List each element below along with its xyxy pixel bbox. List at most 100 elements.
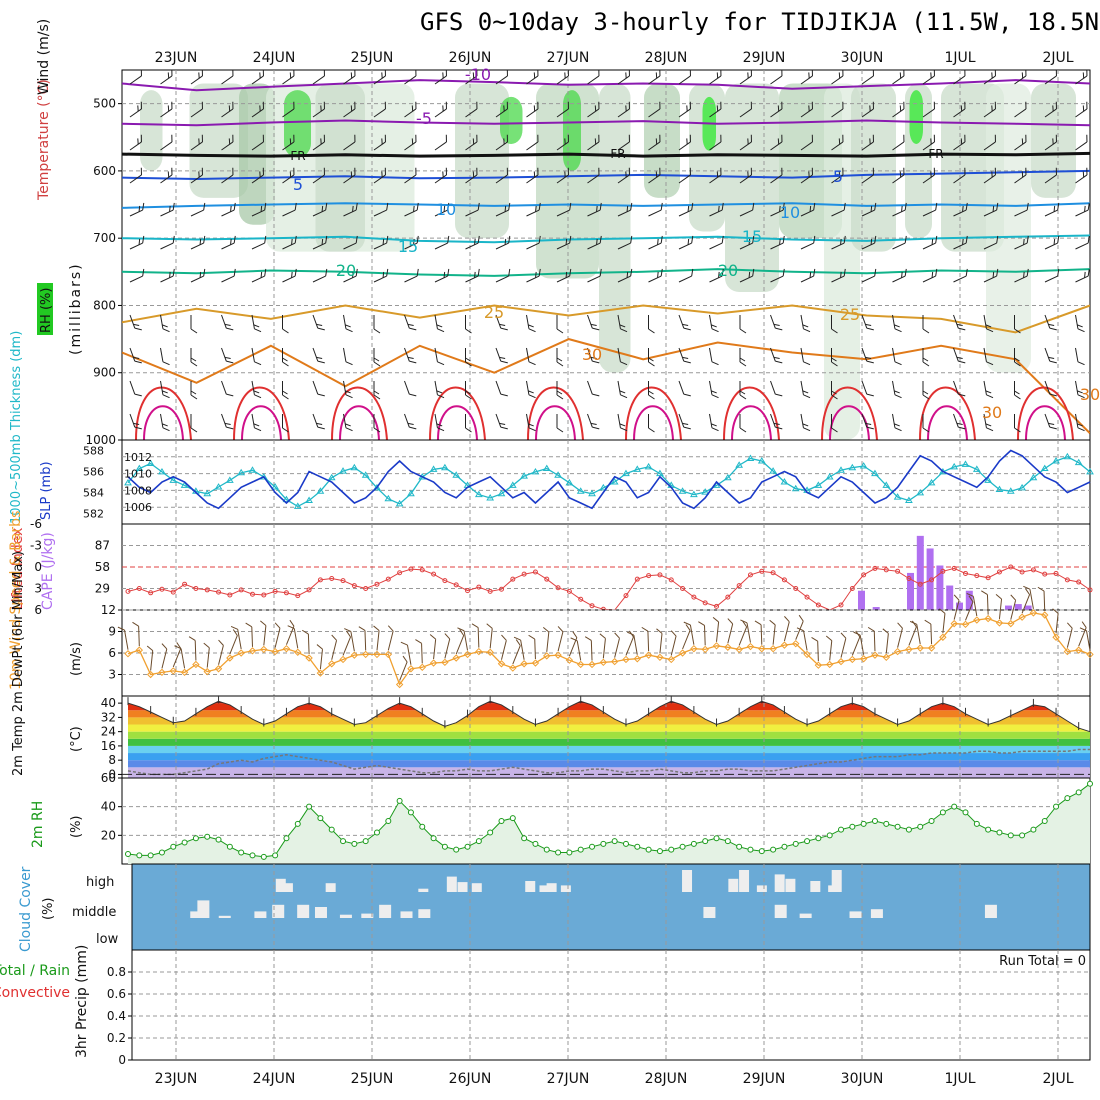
cloud-high-bar <box>525 881 536 892</box>
wind-barb <box>556 348 564 367</box>
w10-barb <box>1037 586 1046 612</box>
barb-shaft <box>739 141 752 151</box>
cloud-mid-bar <box>418 909 431 918</box>
wind-barb <box>373 167 386 184</box>
lifted-index-point <box>906 575 912 581</box>
w10-point <box>248 647 257 655</box>
barb-shaft <box>1075 242 1089 250</box>
barb-flag <box>1014 361 1021 367</box>
barb-flag <box>995 594 1002 600</box>
barb-shaft <box>160 141 173 151</box>
barb-flag <box>503 105 505 112</box>
wind-barb <box>892 101 905 118</box>
wind-barb <box>160 101 173 118</box>
wind-barb <box>282 202 297 217</box>
barb-shaft <box>922 141 935 151</box>
barb-flag <box>1086 167 1088 175</box>
slp-point <box>395 499 404 507</box>
warm-contour <box>919 386 976 440</box>
barb-flag <box>232 101 234 109</box>
barb-flag <box>1087 235 1090 244</box>
wind-barb <box>831 414 838 433</box>
barb-flag <box>291 238 293 245</box>
barb-flag <box>831 361 838 367</box>
slp-point <box>757 457 766 464</box>
rh-point <box>158 849 165 856</box>
rh-blob <box>563 90 581 171</box>
barb-flag <box>867 626 875 632</box>
barb-flag <box>137 138 139 145</box>
rh-point <box>238 849 245 856</box>
barb-shaft <box>1075 314 1079 329</box>
barb-shaft <box>772 624 776 645</box>
barb-shaft <box>953 347 959 362</box>
precip-legend-total: Total / Rain <box>0 963 70 979</box>
temp-band <box>128 760 1090 768</box>
wind-barb <box>953 380 966 397</box>
slp-point <box>305 496 313 503</box>
barb-flag <box>203 642 210 649</box>
barb-flag <box>689 101 691 109</box>
barb-flag <box>232 70 234 76</box>
wind-barb <box>800 101 813 118</box>
barb-flag <box>201 167 203 175</box>
barb-shaft <box>434 75 447 85</box>
barb-flag <box>598 134 600 142</box>
barb-shaft <box>861 174 874 184</box>
barb-shaft <box>465 275 479 283</box>
lifted-index-point <box>476 584 482 590</box>
barb-shaft <box>617 314 621 329</box>
temp-line <box>127 700 1091 733</box>
barb-shaft <box>373 209 387 217</box>
barb-flag <box>981 590 988 596</box>
wind-barb <box>251 101 264 118</box>
barb-flag <box>345 394 353 399</box>
barb-flag <box>842 70 844 76</box>
barb-shaft <box>983 242 997 250</box>
wind-barb <box>526 413 536 432</box>
cloud-frame <box>131 863 1091 951</box>
w10-barb <box>897 622 903 648</box>
barb-flag <box>1087 202 1090 211</box>
barb-flag <box>1086 101 1088 109</box>
lifted-index-point <box>974 573 980 579</box>
barb-flag <box>176 642 182 649</box>
barb-shaft <box>312 413 319 428</box>
barb-shaft <box>648 242 662 250</box>
barb-flag <box>508 202 511 211</box>
wind-barb <box>282 134 295 151</box>
barb-flag <box>203 202 206 211</box>
lifted-index-point <box>408 566 414 572</box>
wind-barb <box>129 202 145 217</box>
barb-flag <box>1052 138 1054 145</box>
barb-flag <box>659 134 661 142</box>
wind-barb <box>892 413 902 432</box>
w10-point <box>169 667 177 675</box>
barb-flag <box>964 134 966 142</box>
lifted-index-point <box>442 578 448 584</box>
barb-flag <box>686 105 688 112</box>
bottom-date-label: 26JUN <box>449 1071 492 1087</box>
barb-flag <box>625 72 627 79</box>
barb-flag <box>866 327 874 331</box>
barb-flag <box>429 634 436 640</box>
barb-shaft <box>590 640 593 661</box>
wind-barb <box>648 167 661 184</box>
barb-flag <box>866 393 874 397</box>
barb-shaft <box>343 314 347 329</box>
barb-shaft <box>739 209 753 217</box>
w10-barb <box>471 623 480 648</box>
barb-shaft <box>190 75 203 85</box>
barb-shaft <box>1021 594 1031 614</box>
cloud-high-bar <box>774 874 785 892</box>
isotherm-label: 5 <box>293 175 303 194</box>
wind-barb <box>983 380 994 399</box>
rh-point <box>724 838 731 845</box>
wind-barb <box>770 202 785 217</box>
barb-flag <box>352 271 354 278</box>
cloud-high-bar <box>539 885 550 892</box>
barb-shaft <box>129 108 142 118</box>
barb-shaft <box>922 209 936 217</box>
barb-flag <box>570 637 578 642</box>
